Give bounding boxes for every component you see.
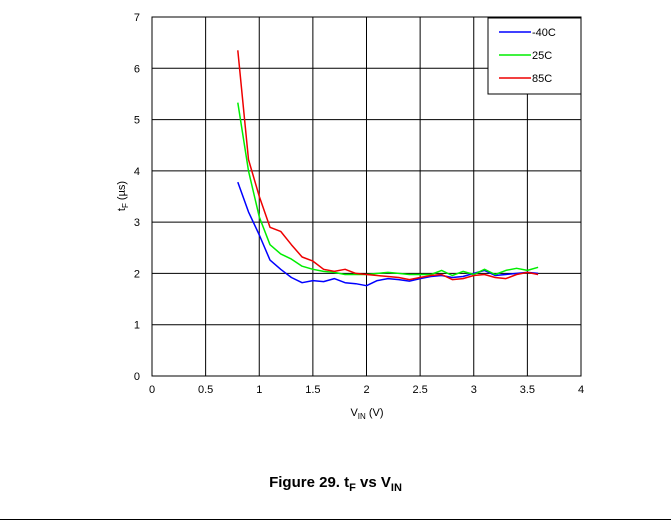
y-tick-label: 0 — [134, 371, 140, 383]
legend-label-2: 25C — [532, 50, 552, 62]
y-tick-label: 1 — [134, 320, 140, 332]
y-axis-label: tF (µs) — [116, 181, 130, 211]
legend-label-1: -40C — [532, 27, 556, 39]
x-tick-label: 2 — [363, 384, 369, 396]
x-tick-label: 4 — [578, 384, 584, 396]
x-tick-label: 1 — [256, 384, 262, 396]
series-line-2 — [238, 103, 538, 276]
x-tick-label: 1.5 — [305, 384, 320, 396]
y-tick-label: 2 — [134, 268, 140, 280]
figure-caption: Figure 29. tF vs VIN — [0, 474, 671, 494]
legend-label-3: 85C — [532, 73, 552, 85]
legend: -40C 25C 85C — [488, 18, 581, 94]
y-tick-label: 3 — [134, 217, 140, 229]
y-tick-label: 5 — [134, 115, 140, 127]
x-tick-label: 3.5 — [520, 384, 535, 396]
x-tick-label: 3 — [471, 384, 477, 396]
y-tick-labels: 0 1 2 3 4 5 6 7 — [134, 12, 140, 383]
x-tick-label: 0 — [149, 384, 155, 396]
y-tick-label: 7 — [134, 12, 140, 24]
y-tick-label: 6 — [134, 63, 140, 75]
x-axis-label: VIN (V) — [350, 407, 383, 421]
y-tick-label: 4 — [134, 166, 140, 178]
x-tick-label: 0.5 — [198, 384, 213, 396]
line-chart: 0 0.5 1 1.5 2 2.5 3 3.5 4 0 1 2 3 4 5 6 7 VIN (V) tF (µ… — [0, 0, 671, 470]
bottom-rule — [0, 519, 671, 520]
x-tick-label: 2.5 — [412, 384, 427, 396]
x-tick-labels: 0 0.5 1 1.5 2 2.5 3 3.5 4 — [149, 384, 584, 396]
